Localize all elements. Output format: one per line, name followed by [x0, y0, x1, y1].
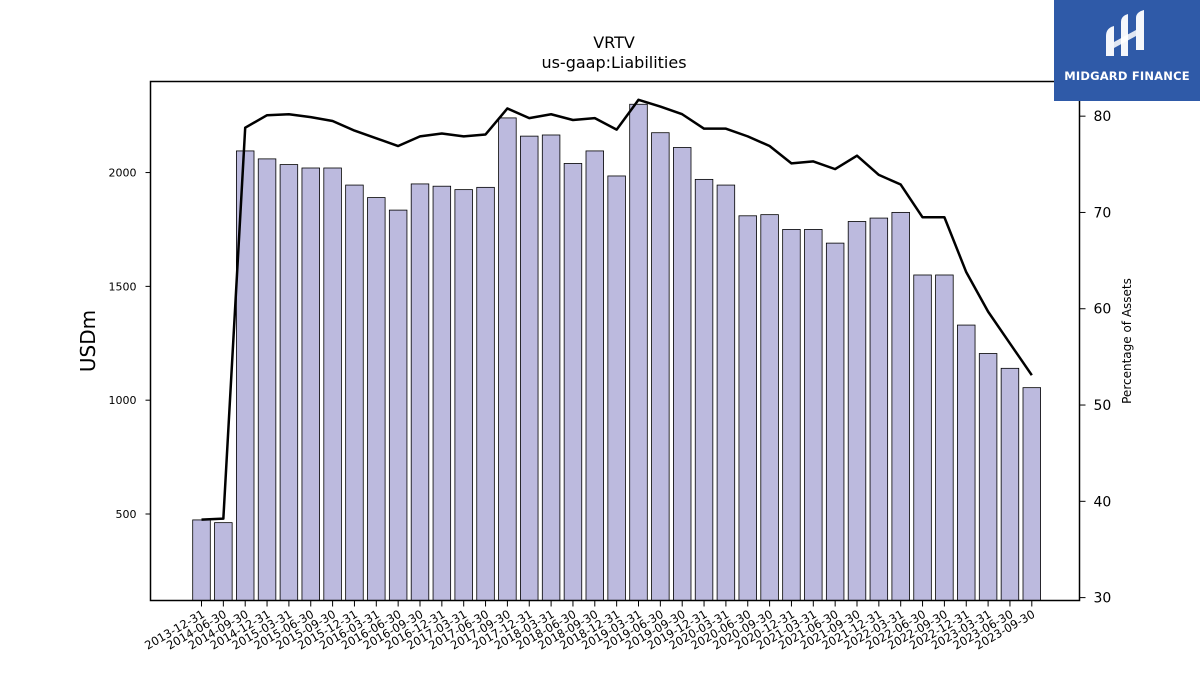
bar	[214, 522, 233, 601]
bar	[738, 215, 757, 601]
bar	[541, 134, 561, 601]
bar	[345, 184, 364, 601]
bar	[1022, 387, 1042, 601]
bar	[257, 158, 277, 601]
bar	[432, 185, 452, 601]
bar	[367, 197, 386, 601]
bar	[520, 135, 539, 601]
bar	[388, 209, 408, 601]
bar	[1000, 367, 1020, 601]
y-axis-label: USDm	[76, 310, 100, 372]
bar	[279, 164, 299, 601]
y-tick-label: 2000	[109, 167, 137, 180]
bar	[913, 274, 932, 601]
bar	[891, 211, 910, 601]
logo: MIDGARD FINANCE	[1054, 0, 1200, 101]
y2-tick-label: 80	[1094, 109, 1112, 125]
y2-tick-label: 40	[1094, 494, 1112, 510]
bar	[957, 324, 976, 601]
bar	[192, 519, 211, 601]
logo-mark-icon	[1106, 10, 1144, 56]
series-line	[201, 98, 1033, 521]
bar	[301, 167, 320, 601]
chart-title: VRTV	[593, 33, 635, 52]
bar	[476, 186, 495, 601]
y-axis: 500 1000 1500 2000	[109, 167, 151, 521]
y2-axis: 30 40 50 60 70 80	[1079, 109, 1112, 607]
bar	[454, 189, 473, 601]
bar	[782, 229, 801, 601]
y2-axis-label: Percentage of Assets	[1120, 278, 1134, 404]
bar	[694, 178, 714, 601]
bar	[760, 214, 779, 601]
bar	[651, 132, 670, 601]
bar	[825, 242, 845, 601]
bar	[935, 274, 954, 601]
bars-layer	[192, 103, 1042, 601]
bar	[629, 103, 648, 601]
bar	[607, 175, 626, 601]
y2-tick-label: 70	[1094, 205, 1112, 221]
y-tick-label: 1500	[109, 280, 137, 293]
y2-tick-label: 60	[1094, 302, 1112, 318]
y-tick-label: 500	[116, 508, 137, 521]
plot-frame	[149, 80, 1081, 602]
bar	[323, 167, 342, 601]
bar	[585, 150, 605, 601]
x-axis: 2013-12-312014-06-302014-09-302014-12-31…	[142, 600, 1037, 653]
bar	[673, 147, 692, 601]
y2-tick-label: 50	[1094, 398, 1112, 414]
bar	[804, 229, 823, 601]
logo-text: MIDGARD FINANCE	[1064, 69, 1190, 83]
bar	[410, 183, 430, 601]
bar	[716, 184, 736, 601]
bar	[498, 117, 517, 601]
bar	[563, 163, 583, 601]
bar	[978, 353, 998, 601]
y-tick-label: 1000	[109, 394, 137, 407]
bar	[869, 217, 889, 601]
chart-subtitle: us-gaap:Liabilities	[541, 53, 686, 72]
line-layer	[201, 98, 1033, 521]
y2-tick-label: 30	[1094, 591, 1112, 607]
bar	[847, 221, 867, 601]
